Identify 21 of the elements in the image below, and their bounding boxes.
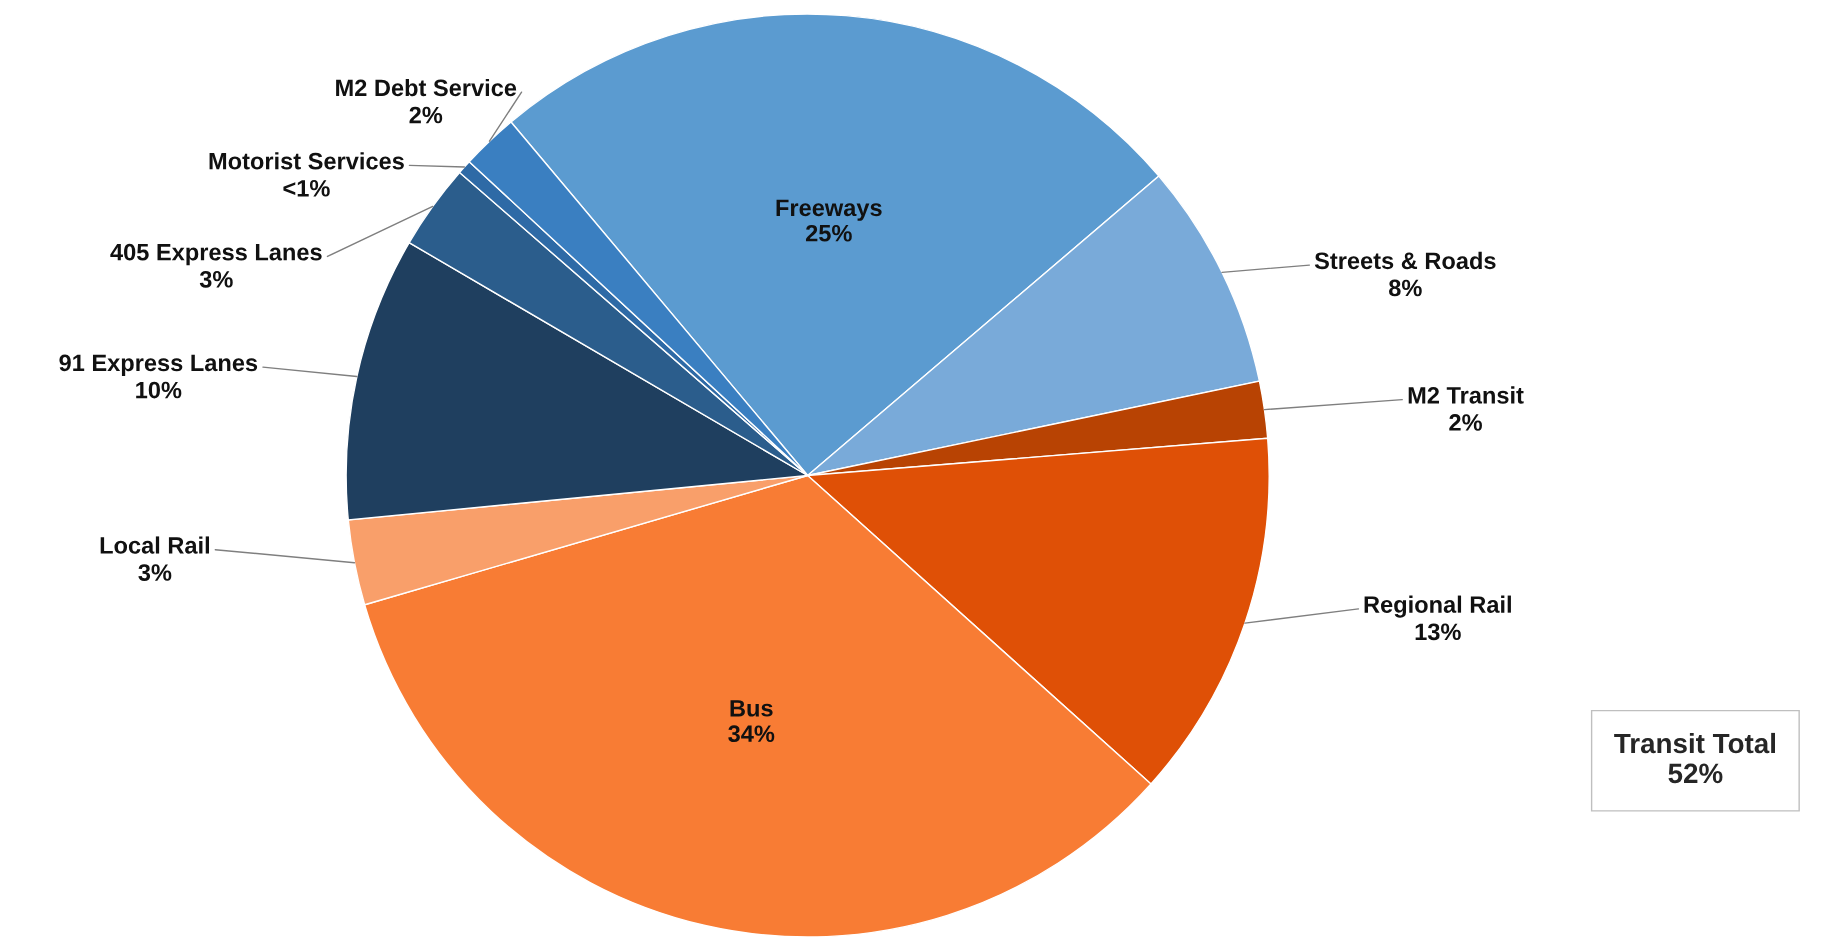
slice-label: 91 Express Lanes	[59, 354, 258, 376]
slice-label: M2 Debt Service	[336, 78, 517, 97]
slice-label: Local Rail	[100, 536, 209, 554]
text: Transit Total 52%	[1614, 732, 1775, 784]
data-label: 2%	[409, 106, 443, 124]
slice-label: Freeways	[776, 199, 882, 221]
slice-label: Bus	[730, 700, 773, 717]
data-label: <1%	[283, 179, 330, 197]
slice-label: 405 Express Lanes	[110, 243, 322, 266]
slice-label: Regional Rail	[1364, 595, 1511, 618]
data-label: 2%	[1449, 414, 1482, 431]
slice-label: Motorist Services	[209, 152, 404, 170]
data-label: 25%	[805, 224, 852, 242]
data-label: 10%	[136, 381, 182, 399]
data-label: 34%	[728, 725, 775, 743]
data-label: 3%	[199, 270, 233, 288]
slice-label: Streets & Roads	[1314, 251, 1496, 270]
data-label: 8%	[1389, 279, 1422, 297]
data-label: 3%	[138, 564, 172, 581]
slice-label: M2 Transit	[1408, 386, 1524, 404]
data-label: 13%	[1415, 623, 1461, 641]
